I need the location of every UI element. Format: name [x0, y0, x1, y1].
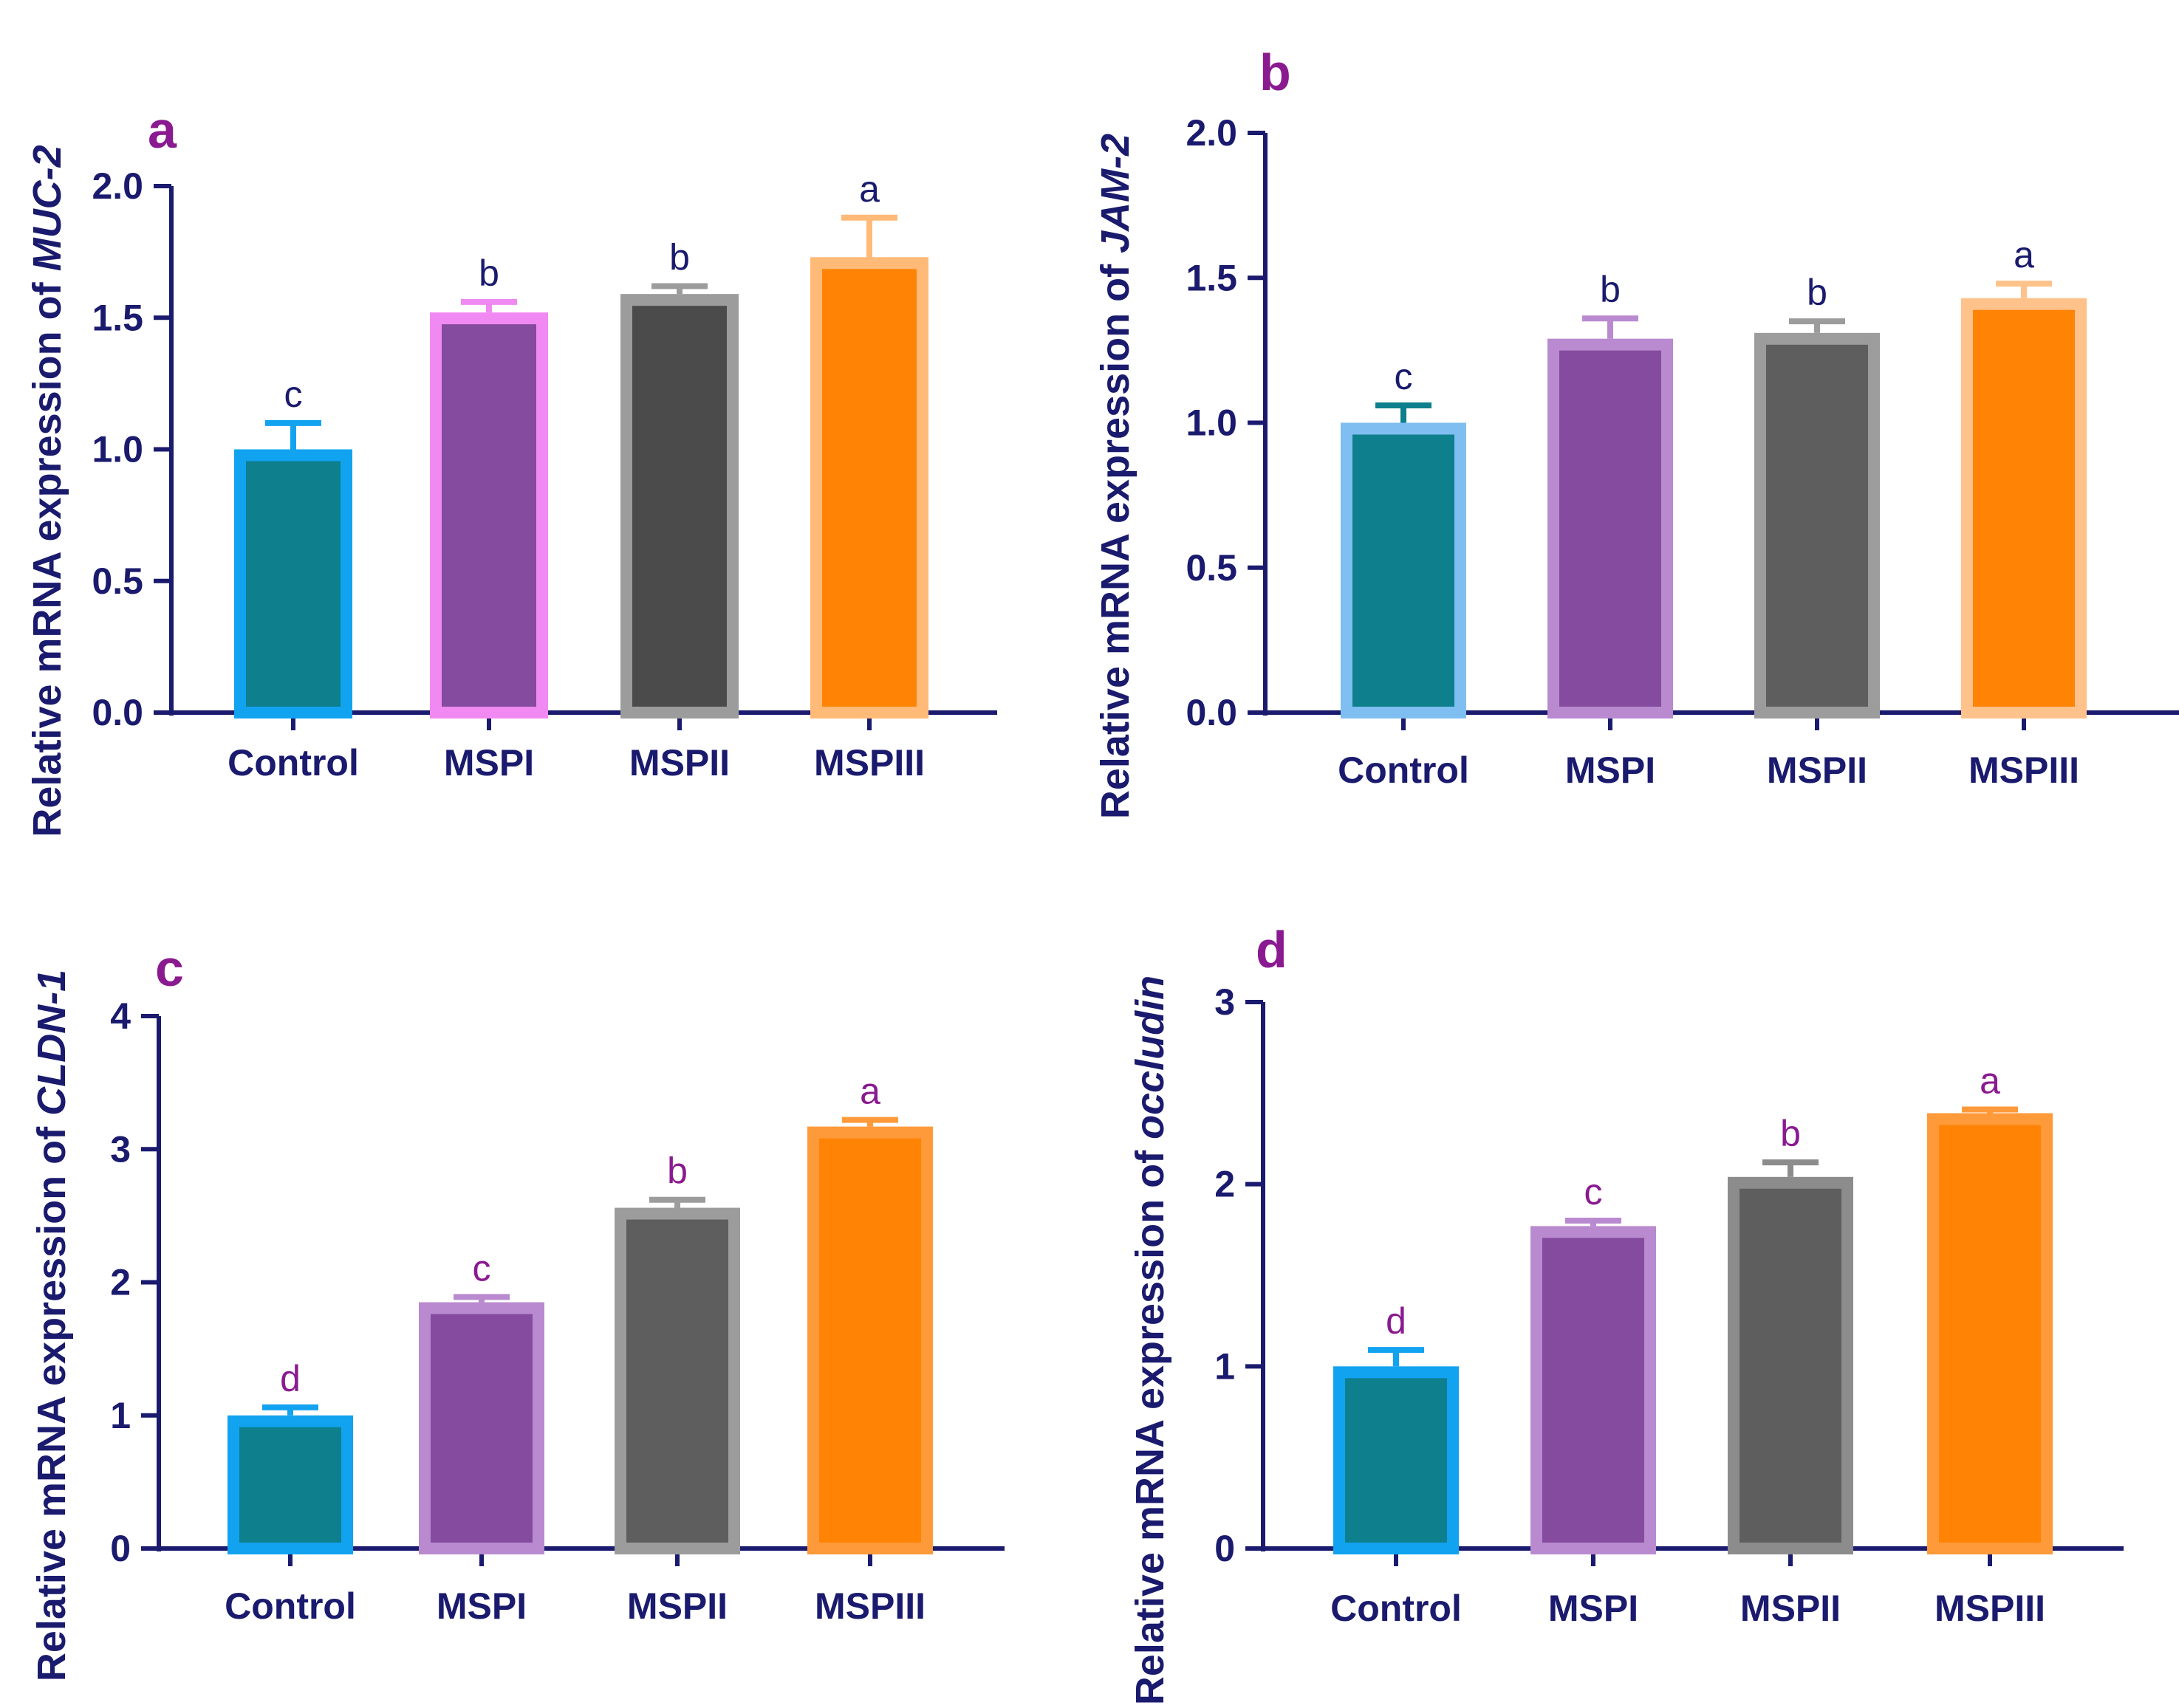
- x-category-label-d-0: Control: [1330, 1588, 1462, 1629]
- y-tick-label-a-0: 0.0: [92, 692, 143, 733]
- x-category-label-c-2: MSPII: [627, 1585, 728, 1627]
- panel-letter-b: b: [1259, 44, 1291, 101]
- x-category-label-b-2: MSPII: [1767, 750, 1867, 791]
- plot-area-c: 0 1 2 3 4 d Control c MSPI b MSPII a MSPIII: [110, 995, 1005, 1627]
- significance-label-b-0: c: [1395, 356, 1413, 397]
- y-axis-title-a: Relative mRNA expression of MUC-2: [25, 145, 69, 837]
- y-tick-label-a-2: 1.0: [92, 429, 143, 470]
- y-tick-label-a-1: 0.5: [92, 560, 143, 602]
- y-tick-label-d-3: 3: [1214, 981, 1235, 1023]
- y-tick-label-d-2: 2: [1214, 1164, 1235, 1205]
- y-tick-label-d-1: 1: [1214, 1345, 1235, 1387]
- significance-label-d-0: d: [1386, 1300, 1406, 1342]
- y-axis-title-b: Relative mRNA expression of JAM-2: [1093, 134, 1138, 819]
- significance-label-b-2: b: [1807, 272, 1827, 313]
- x-category-label-b-0: Control: [1338, 750, 1469, 791]
- significance-label-c-2: b: [667, 1150, 688, 1192]
- bar-d-mspii: [1728, 1176, 1853, 1555]
- x-category-label-d-1: MSPI: [1548, 1588, 1638, 1629]
- significance-label-c-0: d: [280, 1358, 301, 1399]
- x-category-label-c-1: MSPI: [437, 1585, 527, 1627]
- y-tick-label-c-3: 3: [110, 1128, 131, 1170]
- y-tick-label-c-2: 2: [110, 1262, 131, 1303]
- bar-b-mspi: [1547, 338, 1673, 718]
- significance-label-b-1: b: [1600, 269, 1621, 310]
- bar-d-mspi: [1530, 1226, 1656, 1555]
- panel-letter-c: c: [155, 939, 184, 997]
- x-category-label-a-3: MSPIII: [814, 742, 925, 783]
- x-category-label-d-2: MSPII: [1740, 1588, 1841, 1629]
- bar-a-mspi: [430, 312, 548, 718]
- y-tick-label-c-1: 1: [110, 1395, 131, 1436]
- bar-c-mspii: [615, 1207, 740, 1555]
- significance-label-c-3: a: [860, 1071, 880, 1112]
- panel-d: d Relative mRNA expression of occludin 0…: [1128, 921, 2124, 1705]
- significance-label-c-1: c: [473, 1247, 491, 1289]
- y-tick-label-c-0: 0: [110, 1528, 131, 1569]
- x-category-label-a-2: MSPII: [629, 742, 730, 783]
- panel-c: c Relative mRNA expression of CLDN-1 0 1 2…: [30, 939, 1005, 1681]
- bar-d-control: [1333, 1366, 1459, 1555]
- significance-label-a-1: b: [479, 253, 499, 294]
- significance-label-d-3: a: [1980, 1060, 2000, 1102]
- y-tick-label-b-0: 0.0: [1186, 692, 1237, 733]
- bar-a-mspiii: [810, 257, 928, 718]
- bar-d-mspiii: [1927, 1113, 2053, 1554]
- x-category-label-c-3: MSPIII: [815, 1585, 926, 1627]
- y-tick-label-b-4: 2.0: [1186, 112, 1237, 154]
- plot-area-a: 0.0 0.5 1.0 1.5 2.0 c Control b MSPI b MSPII a MSPII…: [92, 165, 997, 783]
- y-tick-label-b-1: 0.5: [1186, 547, 1237, 589]
- bar-b-mspii: [1754, 332, 1880, 718]
- significance-label-b-3: a: [2014, 234, 2034, 275]
- x-category-label-a-1: MSPI: [444, 742, 534, 783]
- x-category-label-a-0: Control: [228, 742, 359, 783]
- y-tick-label-c-4: 4: [110, 995, 131, 1037]
- panel-a: a Relative mRNA expression of MUC-2 0.00…: [25, 101, 997, 837]
- bar-a-mspii: [620, 294, 739, 719]
- y-axis-title-c: Relative mRNA expression of CLDN-1: [30, 970, 74, 1681]
- y-tick-label-b-2: 1.0: [1186, 402, 1237, 444]
- significance-label-a-2: b: [669, 236, 690, 278]
- bar-c-mspi: [419, 1302, 544, 1554]
- y-tick-label-b-3: 1.5: [1186, 257, 1237, 298]
- x-category-label-d-3: MSPIII: [1935, 1588, 2045, 1629]
- plot-area-d: 0 1 2 3 d Control c MSPI b MSPII a MSPIII: [1214, 981, 2124, 1629]
- x-category-label-b-1: MSPI: [1565, 750, 1655, 791]
- significance-label-d-2: b: [1780, 1113, 1801, 1154]
- panel-letter-d: d: [1256, 921, 1287, 978]
- significance-label-d-1: c: [1584, 1171, 1603, 1213]
- bar-a-control: [234, 449, 352, 718]
- y-tick-label-a-4: 2.0: [92, 165, 143, 207]
- y-tick-label-a-3: 1.5: [92, 297, 143, 338]
- panel-letter-a: a: [148, 101, 177, 159]
- significance-label-a-0: c: [284, 374, 303, 415]
- plot-area-b: 0.0 0.5 1.0 1.5 2.0 c Control b MSPI b MSPII a MSPII…: [1186, 112, 2179, 791]
- x-category-label-b-3: MSPIII: [1968, 750, 2079, 791]
- bar-c-mspiii: [807, 1126, 933, 1555]
- bar-b-control: [1341, 422, 1466, 718]
- y-tick-label-d-0: 0: [1214, 1528, 1235, 1569]
- x-category-label-c-0: Control: [225, 1585, 356, 1627]
- panel-b: b Relative mRNA expression of JAM-2 0.00…: [1093, 44, 2179, 819]
- significance-label-a-3: a: [859, 168, 880, 210]
- bar-b-mspiii: [1961, 298, 2087, 719]
- bar-c-control: [228, 1415, 353, 1554]
- y-axis-title-d: Relative mRNA expression of occludin: [1128, 975, 1172, 1705]
